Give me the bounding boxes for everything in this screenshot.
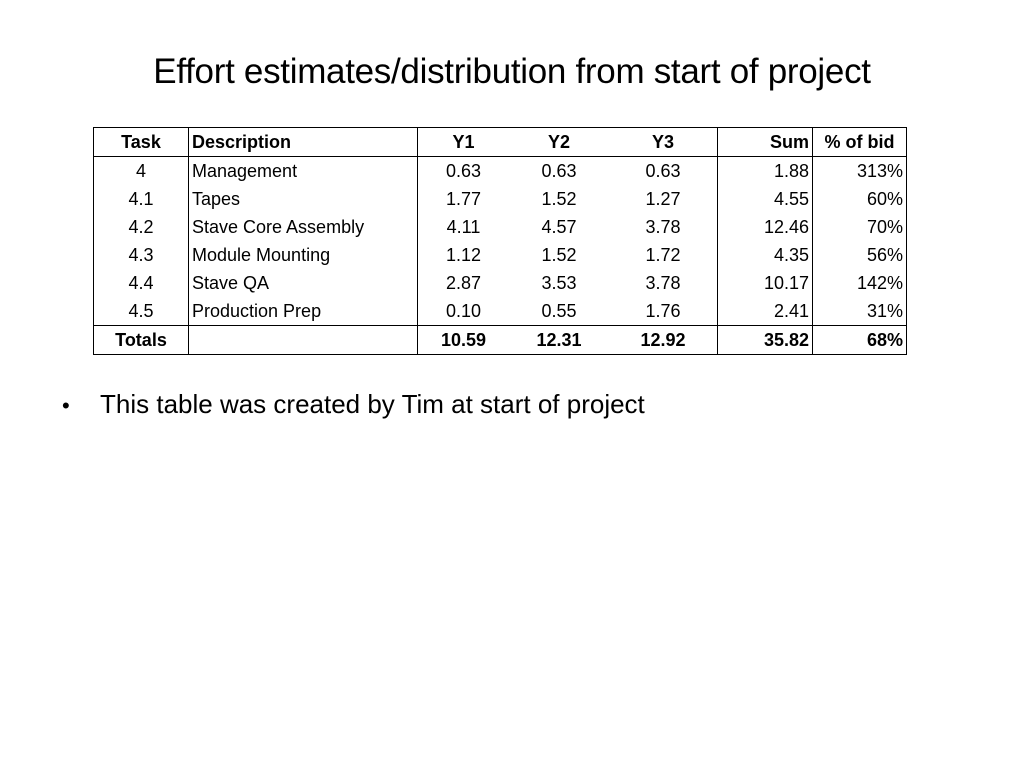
header-description: Description: [188, 127, 418, 157]
cell-description: Tapes: [188, 185, 418, 213]
bullet-text: This table was created by Tim at start o…: [100, 389, 645, 419]
cell-y1: 0.10: [445, 301, 482, 321]
totals-y2: 12.31: [509, 325, 609, 355]
totals-label: Totals: [93, 325, 189, 355]
totals-pct-of-bid: 68%: [812, 325, 907, 355]
cell-sum: 12.46: [717, 213, 813, 241]
totals-row: Totals 10.59 12.31 12.92 35.82 68%: [93, 325, 907, 355]
table-header-row: Task Description Y1 Y2 Y3 Sum % of bid: [93, 127, 907, 157]
cell-task: 4.1: [93, 185, 189, 213]
cell-y1: 4.11: [446, 217, 481, 237]
cell-sum: 10.17: [717, 269, 813, 297]
cell-task: 4.5: [93, 297, 189, 326]
cell-task: 4: [93, 156, 189, 185]
cell-y2: 3.53: [541, 273, 577, 293]
header-pct-of-bid: % of bid: [812, 127, 907, 157]
table-row: 4.1 Tapes 1.77 1.52 1.27 4.55 60%: [93, 185, 907, 213]
cell-description: Stave Core Assembly: [188, 213, 418, 241]
cell-y2: 0.63: [541, 161, 577, 181]
cell-y3: 1.72: [609, 241, 718, 269]
cell-sum: 4.35: [717, 241, 813, 269]
table-row: 4.3 Module Mounting 1.12 1.52 1.72 4.35 …: [93, 241, 907, 269]
header-y3: Y3: [609, 127, 718, 157]
cell-description: Stave QA: [188, 269, 418, 297]
cell-sum: 4.55: [717, 185, 813, 213]
cell-sum: 1.88: [717, 156, 813, 185]
cell-y3: 3.78: [609, 269, 718, 297]
table-row: 4.5 Production Prep 0.10 0.55 1.76 2.41 …: [93, 297, 907, 326]
cell-y3: 0.63: [609, 156, 718, 185]
cell-y3: 1.27: [609, 185, 718, 213]
header-y1: Y1: [417, 127, 509, 157]
cell-pct-of-bid: 142%: [812, 269, 907, 297]
cell-pct-of-bid: 313%: [812, 156, 907, 185]
cell-y2: 0.55: [541, 301, 577, 321]
totals-y1: 10.59: [417, 325, 509, 355]
cell-pct-of-bid: 60%: [812, 185, 907, 213]
bullet-list: • This table was created by Tim at start…: [62, 385, 645, 425]
cell-y1: 1.77: [445, 189, 482, 209]
cell-y2: 4.57: [541, 217, 577, 237]
table-row: 4 Management 0.63 0.63 0.63 1.88 313%: [93, 156, 907, 185]
cell-task: 4.2: [93, 213, 189, 241]
cell-sum: 2.41: [717, 297, 813, 326]
totals-description: [188, 325, 418, 355]
header-task: Task: [93, 127, 189, 157]
effort-table: Task Description Y1 Y2 Y3 Sum % of bid 4…: [93, 127, 907, 355]
header-y2: Y2: [509, 127, 609, 157]
cell-y1: 0.63: [445, 161, 482, 181]
cell-description: Module Mounting: [188, 241, 418, 269]
cell-y1: 2.87: [445, 273, 482, 293]
bullet-item: • This table was created by Tim at start…: [62, 385, 645, 425]
cell-pct-of-bid: 31%: [812, 297, 907, 326]
cell-task: 4.4: [93, 269, 189, 297]
table-row: 4.2 Stave Core Assembly 4.11 4.57 3.78 1…: [93, 213, 907, 241]
totals-y3: 12.92: [609, 325, 718, 355]
cell-y2: 1.52: [541, 189, 577, 209]
cell-y1: 1.12: [445, 245, 482, 265]
cell-description: Management: [188, 156, 418, 185]
cell-pct-of-bid: 70%: [812, 213, 907, 241]
cell-pct-of-bid: 56%: [812, 241, 907, 269]
cell-y3: 3.78: [609, 213, 718, 241]
bullet-marker: •: [62, 393, 70, 418]
table-row: 4.4 Stave QA 2.87 3.53 3.78 10.17 142%: [93, 269, 907, 297]
totals-sum: 35.82: [717, 325, 813, 355]
header-sum: Sum: [717, 127, 813, 157]
cell-description: Production Prep: [188, 297, 418, 326]
cell-y3: 1.76: [609, 297, 718, 326]
cell-task: 4.3: [93, 241, 189, 269]
slide-title: Effort estimates/distribution from start…: [153, 52, 871, 91]
cell-y2: 1.52: [541, 245, 577, 265]
